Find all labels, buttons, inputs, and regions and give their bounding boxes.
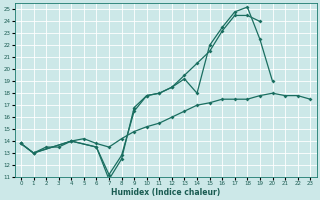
X-axis label: Humidex (Indice chaleur): Humidex (Indice chaleur) <box>111 188 220 197</box>
